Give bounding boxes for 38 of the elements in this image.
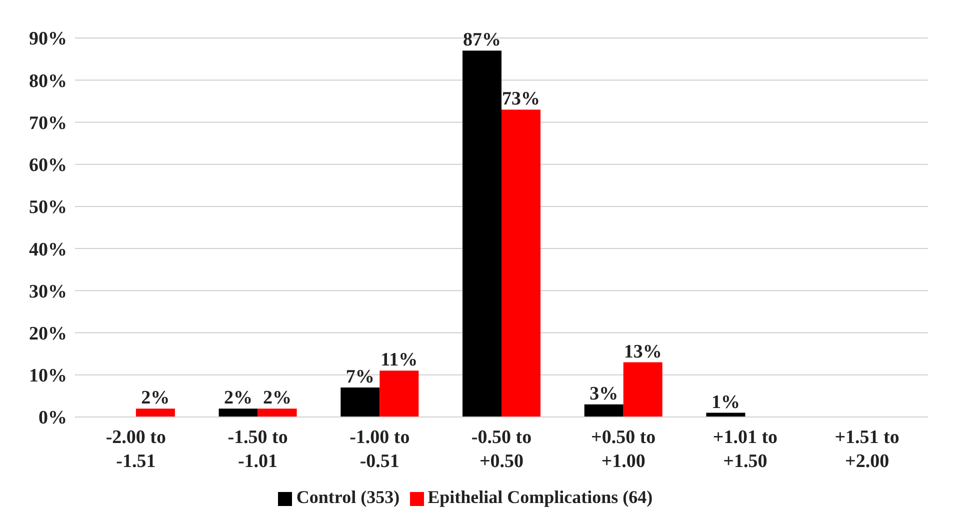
- x-tick-label: +1.51 to +2.00: [834, 427, 900, 472]
- x-tick-label: -2.00 to -1.51: [106, 427, 166, 472]
- data-label: 11%: [380, 350, 418, 371]
- data-label: 3%: [590, 383, 618, 404]
- data-label: 73%: [502, 88, 540, 110]
- bar: [502, 110, 541, 417]
- data-label: 2%: [224, 388, 253, 409]
- bar: [136, 408, 175, 417]
- data-label: 7%: [346, 366, 374, 388]
- x-tick-label: -0.50 to +0.50: [471, 427, 532, 472]
- x-tick-label: +1.01 to +1.50: [712, 427, 778, 472]
- bar: [218, 408, 258, 417]
- bar: [340, 388, 380, 417]
- y-tick-label: 30%: [29, 281, 67, 302]
- y-tick-label: 70%: [29, 112, 67, 134]
- y-tick-label: 90%: [29, 28, 67, 50]
- data-label: 2%: [141, 388, 170, 409]
- data-label: 2%: [263, 388, 292, 409]
- x-tick-label: -1.50 to -1.01: [228, 427, 288, 472]
- bar: [380, 370, 419, 417]
- data-label: 13%: [624, 341, 662, 362]
- y-tick-label: 10%: [29, 366, 67, 387]
- x-tick-label: +0.50 to +1.00: [591, 427, 656, 472]
- bar: [584, 404, 624, 417]
- bar: [462, 50, 502, 417]
- y-tick-label: 20%: [29, 324, 67, 345]
- y-tick-label: 50%: [29, 197, 67, 218]
- x-tick-label: -1.00 to -0.51: [350, 427, 410, 472]
- y-tick-label: 40%: [29, 239, 67, 260]
- data-label: 1%: [711, 392, 740, 413]
- bar: [623, 362, 662, 417]
- legend-label: Epithelial Complications (64): [428, 487, 653, 507]
- bar: [258, 408, 297, 417]
- data-label: 87%: [463, 30, 502, 51]
- y-tick-label: 60%: [29, 155, 67, 176]
- y-tick-label: 0%: [38, 408, 67, 429]
- y-tick-label: 80%: [29, 70, 67, 92]
- legend-label: Control (353): [296, 487, 400, 507]
